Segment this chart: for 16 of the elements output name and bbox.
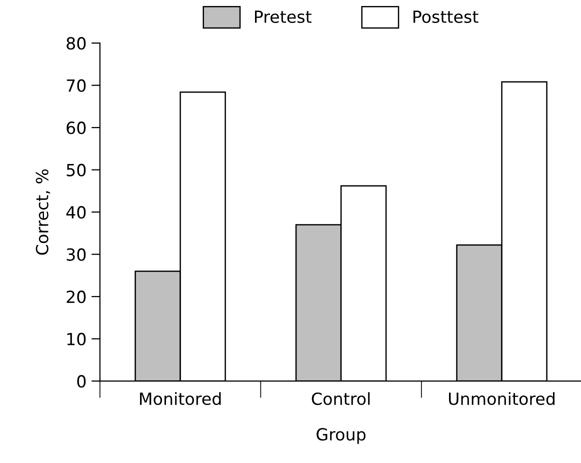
y-tick-label: 10: [67, 332, 86, 346]
x-tick-label: Unmonitored: [449, 392, 554, 406]
legend-label: Pretest: [255, 10, 312, 24]
x-axis-title: Group: [316, 428, 366, 444]
y-tick-label: 70: [66, 79, 86, 92]
x-tick-label: Control: [312, 392, 370, 406]
legend-label: Posttest: [413, 10, 478, 24]
y-tick-label: 80: [66, 37, 86, 50]
x-tick-label: Monitored: [140, 392, 221, 406]
y-tick-label: 40: [66, 206, 86, 219]
y-tick-label: 20: [66, 290, 86, 304]
y-tick-label: 0: [77, 375, 86, 388]
y-axis-title: Correct, %: [36, 169, 50, 255]
y-tick-label: 30: [66, 248, 86, 261]
y-tick-label: 50: [66, 164, 86, 176]
y-tick-label: 60: [66, 122, 86, 134]
